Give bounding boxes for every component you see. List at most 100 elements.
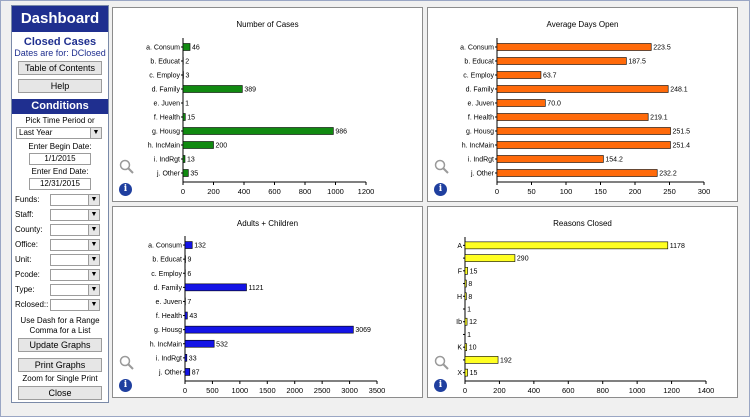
x-tick-label: 400 xyxy=(528,386,541,395)
x-tick-label: 250 xyxy=(663,187,676,196)
data-label: 251.4 xyxy=(672,143,690,150)
x-tick-label: 800 xyxy=(596,386,609,395)
chevron-down-icon[interactable]: ▼ xyxy=(88,195,99,205)
bar xyxy=(184,241,193,249)
bar xyxy=(496,113,649,121)
chevron-down-icon[interactable]: ▼ xyxy=(88,240,99,250)
data-label: 33 xyxy=(189,355,197,362)
bar xyxy=(496,57,627,65)
bar xyxy=(184,311,188,320)
category-label: b. Educat xyxy=(152,257,182,264)
filter-select[interactable]: ▼ xyxy=(50,284,100,296)
filter-row: Staff: ▼ xyxy=(12,209,108,222)
bar xyxy=(496,141,671,149)
chart-svg: 0 50 100 150 200 250 300 a. Consum 223.5 b. Educa… xyxy=(460,38,710,196)
filter-select[interactable]: ▼ xyxy=(50,224,100,236)
category-label: c. Employ xyxy=(463,73,494,80)
data-label: 7 xyxy=(187,299,191,306)
filter-select[interactable]: ▼ xyxy=(50,194,100,206)
bar xyxy=(184,283,247,292)
bar xyxy=(496,99,546,107)
info-icon[interactable]: i xyxy=(434,379,447,392)
chevron-down-icon[interactable]: ▼ xyxy=(88,270,99,280)
category-label: h. IncMain xyxy=(150,341,182,348)
bar xyxy=(464,241,669,250)
data-label: 43 xyxy=(189,313,197,320)
filter-select[interactable]: ▼ xyxy=(50,254,100,266)
filter-row: Funds: ▼ xyxy=(12,194,108,207)
category-label: f. Health xyxy=(154,115,180,122)
data-label: 12 xyxy=(469,319,477,326)
sidebar: Dashboard Closed Cases Dates are for: DC… xyxy=(11,5,109,403)
category-label: d. Family xyxy=(466,87,495,94)
print-graphs-button[interactable]: Print Graphs xyxy=(18,358,102,372)
category-label: e. Juven xyxy=(156,299,183,306)
filter-list: Funds: ▼ Staff: ▼ County: ▼ Office: ▼ Unit: ▼ Pcod… xyxy=(12,194,108,312)
update-graphs-button[interactable]: Update Graphs xyxy=(18,338,102,352)
x-tick-label: 50 xyxy=(527,187,535,196)
chevron-down-icon[interactable]: ▼ xyxy=(88,255,99,265)
time-period-select[interactable]: Last Year ▼ xyxy=(16,127,102,139)
category-label: i. IndRgt xyxy=(156,355,182,362)
category-label: d. Family xyxy=(154,285,183,292)
bar xyxy=(496,169,658,177)
chart-panel-reasons-closed: Reasons Closed 0 200 400 600 800 1000 1200 1400 A… xyxy=(427,206,738,398)
dashboard-title: Dashboard xyxy=(12,6,108,32)
end-date-field[interactable]: 12/31/2015 xyxy=(29,178,91,190)
close-button[interactable]: Close xyxy=(18,386,102,400)
magnifier-icon[interactable] xyxy=(119,355,135,371)
chevron-down-icon[interactable]: ▼ xyxy=(88,300,99,310)
chevron-down-icon[interactable]: ▼ xyxy=(88,285,99,295)
filter-row: Pcode: ▼ xyxy=(12,269,108,282)
x-tick-label: 600 xyxy=(268,187,281,196)
filter-select[interactable]: ▼ xyxy=(50,209,100,221)
category-label: c. Employ xyxy=(149,73,180,80)
x-tick-label: 3000 xyxy=(341,386,358,395)
magnifier-icon[interactable] xyxy=(434,159,450,175)
info-icon[interactable]: i xyxy=(119,183,132,196)
magnifier-icon[interactable] xyxy=(434,355,450,371)
data-label: 8 xyxy=(468,281,472,288)
data-label: 13 xyxy=(187,157,195,164)
data-label: 1 xyxy=(185,101,189,108)
category-label: g. Housg xyxy=(152,129,180,136)
filter-label: Staff: xyxy=(15,210,34,219)
category-label: X xyxy=(457,370,462,377)
filter-row: Type: ▼ xyxy=(12,284,108,297)
chevron-down-icon[interactable]: ▼ xyxy=(88,210,99,220)
data-label: 87 xyxy=(192,369,200,376)
bar xyxy=(464,317,468,326)
data-label: 35 xyxy=(190,171,198,178)
begin-date-field[interactable]: 1/1/2015 xyxy=(29,153,91,165)
bar xyxy=(464,368,468,377)
x-tick-label: 1500 xyxy=(259,386,276,395)
x-tick-label: 200 xyxy=(493,386,506,395)
data-label: 1 xyxy=(467,332,471,339)
chevron-down-icon[interactable]: ▼ xyxy=(90,128,101,138)
end-date-label: Enter End Date: xyxy=(31,167,89,176)
filter-label: County: xyxy=(15,225,43,234)
data-label: 3 xyxy=(185,73,189,80)
data-label: 532 xyxy=(216,341,228,348)
data-label: 3069 xyxy=(355,327,371,334)
bar xyxy=(184,354,188,362)
filter-select[interactable]: ▼ xyxy=(50,269,100,281)
filter-select[interactable]: ▼ xyxy=(50,239,100,251)
table-of-contents-button[interactable]: Table of Contents xyxy=(18,61,102,75)
info-icon[interactable]: i xyxy=(119,379,132,392)
magnifier-icon[interactable] xyxy=(119,159,135,175)
help-button[interactable]: Help xyxy=(18,79,102,93)
time-period-value: Last Year xyxy=(19,128,53,137)
filter-select[interactable]: ▼ xyxy=(50,299,100,311)
bar xyxy=(496,71,542,79)
info-icon[interactable]: i xyxy=(434,183,447,196)
chart-title: Number of Cases xyxy=(236,20,299,29)
x-tick-label: 0 xyxy=(181,187,185,196)
chevron-down-icon[interactable]: ▼ xyxy=(88,225,99,235)
filter-row: Unit: ▼ xyxy=(12,254,108,267)
category-label: A xyxy=(457,243,462,250)
data-label: 187.5 xyxy=(628,59,646,66)
category-label: e. Juven xyxy=(468,101,495,108)
data-label: 9 xyxy=(187,257,191,264)
